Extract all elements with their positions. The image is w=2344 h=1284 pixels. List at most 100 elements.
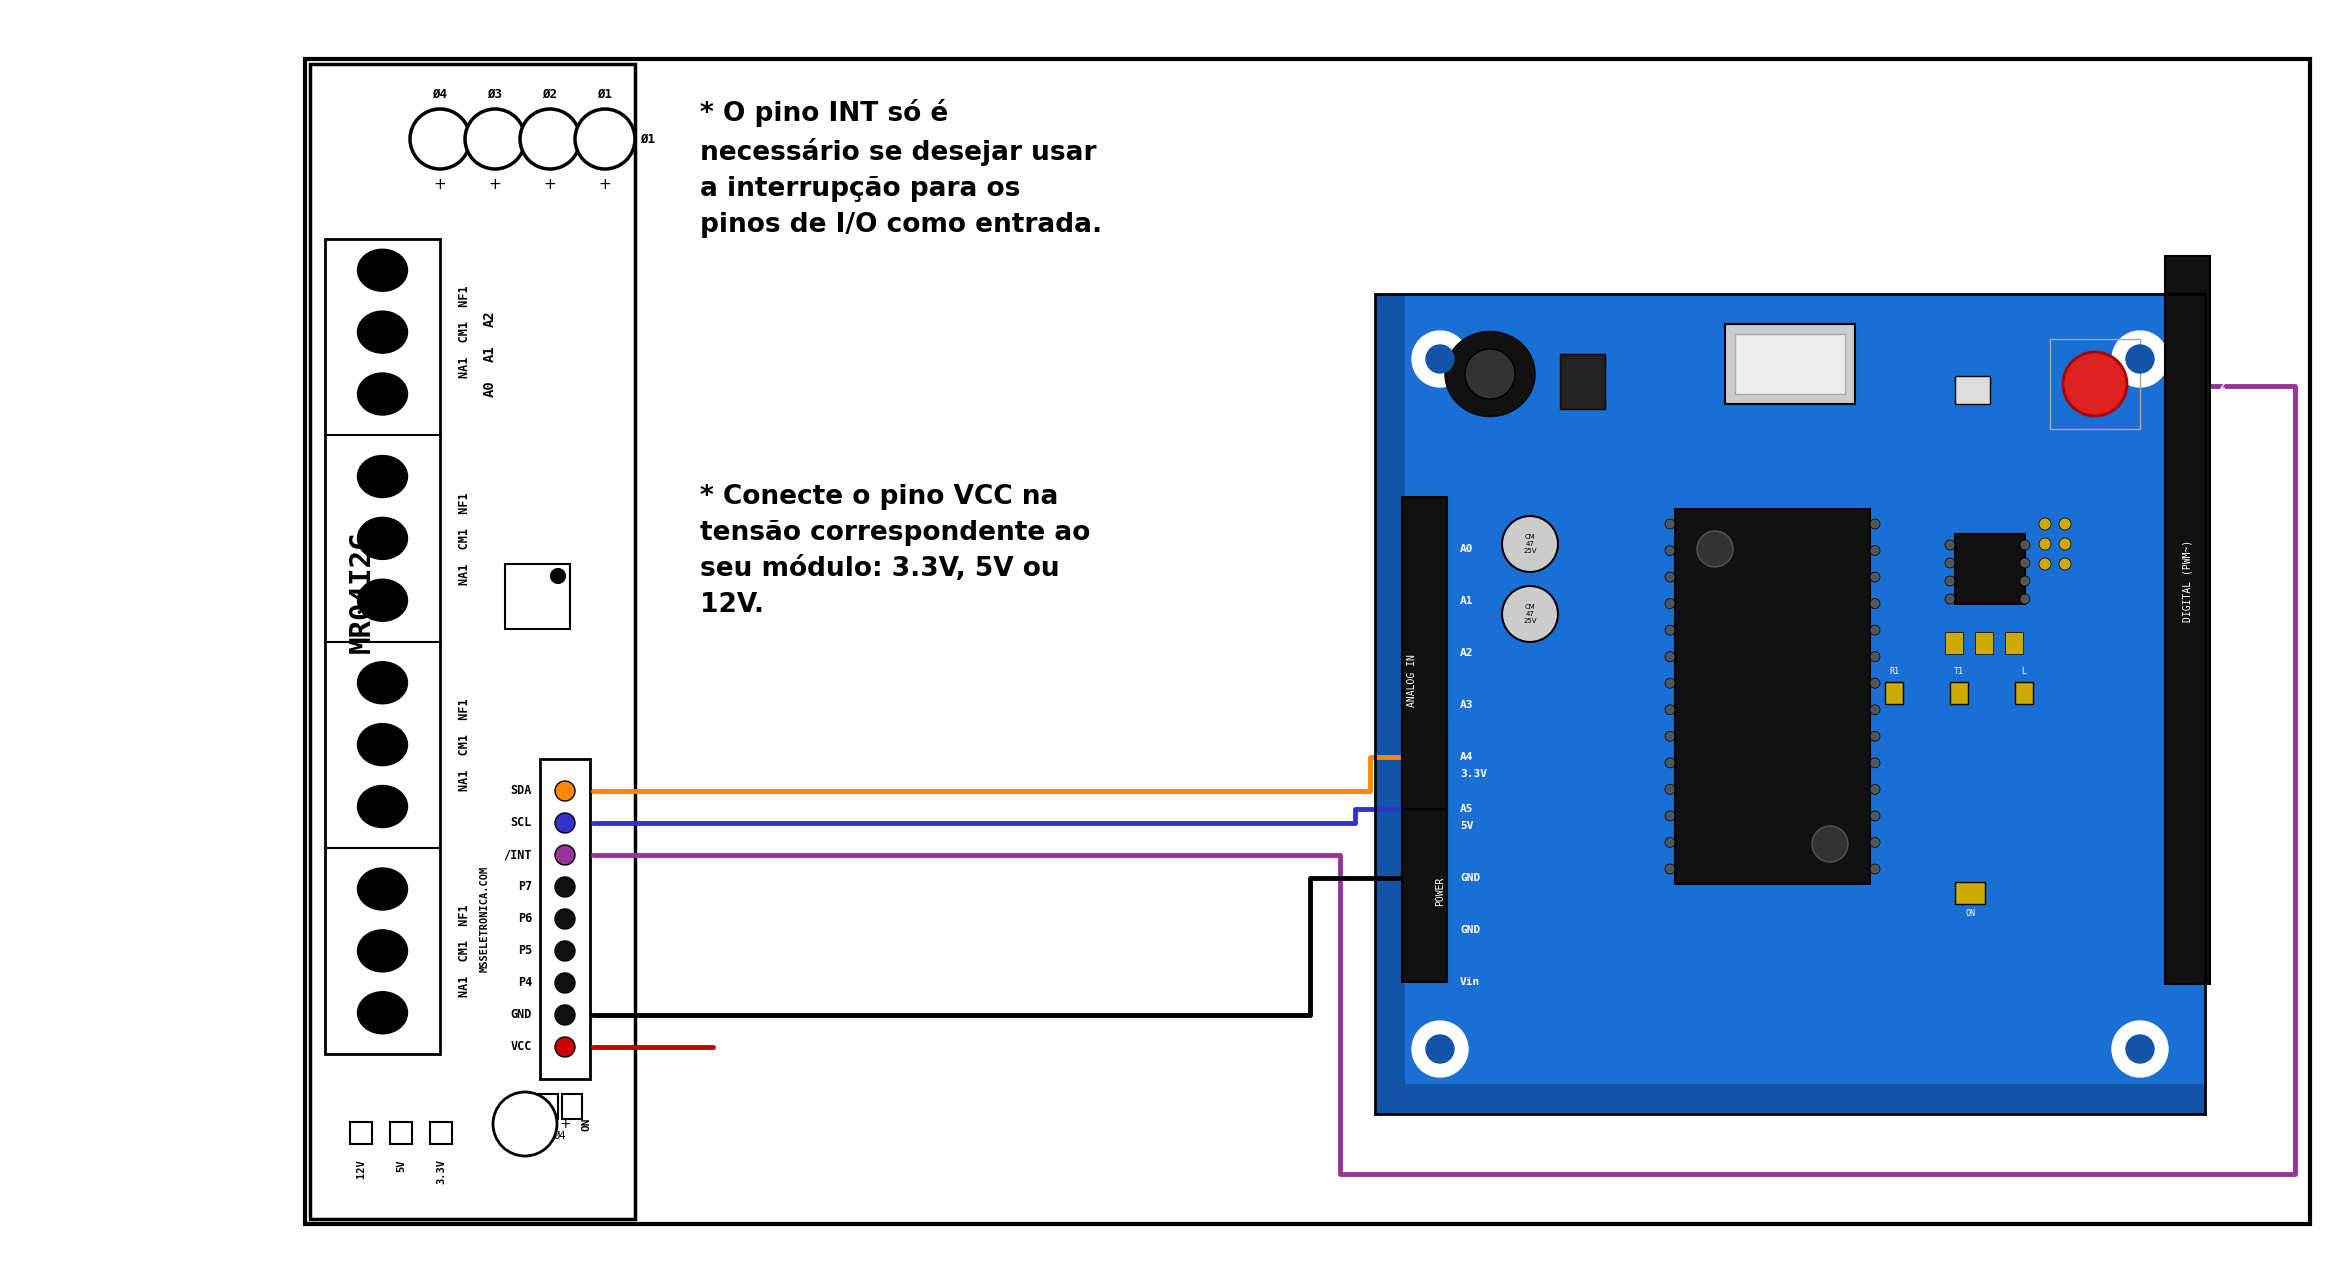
Text: ON: ON (581, 1117, 593, 1131)
Circle shape (556, 1037, 574, 1057)
Text: A0: A0 (483, 380, 497, 397)
Circle shape (1664, 864, 1676, 874)
Bar (1404, 1084, 2206, 1115)
Bar (539, 1094, 558, 1118)
Text: Vin: Vin (1460, 977, 1481, 987)
Circle shape (551, 569, 565, 583)
Circle shape (1664, 625, 1676, 636)
Circle shape (1871, 625, 1880, 636)
Circle shape (1946, 541, 1955, 550)
Circle shape (2021, 594, 2030, 603)
Circle shape (1871, 837, 1880, 847)
Circle shape (1503, 516, 1559, 571)
Ellipse shape (359, 517, 408, 560)
Text: GND: GND (1460, 924, 1481, 935)
Circle shape (2112, 331, 2168, 386)
Text: A4: A4 (1460, 752, 1474, 761)
Circle shape (1946, 577, 1955, 586)
Text: ~3: ~3 (2220, 433, 2231, 443)
Text: +: + (488, 177, 502, 193)
Bar (1955, 534, 2025, 603)
Bar (1950, 682, 1969, 704)
Text: 4: 4 (2220, 485, 2227, 496)
Circle shape (410, 109, 471, 169)
Bar (2166, 256, 2210, 984)
Text: A0: A0 (1460, 544, 1474, 553)
Text: CM
47
25V: CM 47 25V (1524, 534, 1538, 553)
Circle shape (464, 109, 525, 169)
Text: 3.3V: 3.3V (436, 1159, 445, 1184)
Circle shape (1425, 345, 1453, 372)
Circle shape (1664, 519, 1676, 529)
Text: 2: 2 (2220, 381, 2227, 392)
Text: Ø4: Ø4 (553, 1131, 567, 1141)
Bar (326, 239, 441, 1054)
Circle shape (1425, 1035, 1453, 1063)
Circle shape (556, 877, 574, 898)
Circle shape (1664, 546, 1676, 556)
Ellipse shape (359, 930, 408, 972)
Text: R1: R1 (1889, 666, 1899, 675)
Circle shape (1946, 559, 1955, 568)
Text: Ø4: Ø4 (434, 89, 448, 101)
Bar (1376, 294, 2206, 1115)
Circle shape (2021, 559, 2030, 568)
Circle shape (1664, 732, 1676, 741)
Text: NA1  CM1  NF1: NA1 CM1 NF1 (459, 698, 471, 791)
Bar (1402, 722, 1446, 982)
Circle shape (2039, 517, 2051, 530)
Text: ON: ON (1964, 909, 1976, 918)
Circle shape (1664, 573, 1676, 582)
Text: * O pino INT só é
necessário se desejar usar
a interrupção para os
pinos de I/O : * O pino INT só é necessário se desejar … (701, 99, 1102, 238)
Bar (349, 1122, 373, 1144)
Circle shape (556, 941, 574, 960)
Circle shape (1871, 678, 1880, 688)
Text: +: + (598, 177, 612, 193)
Text: A1: A1 (483, 345, 497, 362)
Circle shape (1871, 785, 1880, 795)
Circle shape (1664, 598, 1676, 609)
Text: A2: A2 (1460, 648, 1474, 657)
Text: POWER: POWER (1435, 877, 1444, 907)
Circle shape (1871, 864, 1880, 874)
Ellipse shape (1728, 553, 1763, 624)
Bar (1955, 882, 1985, 904)
Ellipse shape (1444, 331, 1535, 416)
Circle shape (1871, 811, 1880, 820)
Text: GND: GND (511, 1008, 532, 1022)
Text: Ø1: Ø1 (598, 89, 612, 101)
Circle shape (2126, 345, 2154, 372)
Text: 5V: 5V (1460, 820, 1474, 831)
Circle shape (1411, 1021, 1467, 1077)
Text: 13: 13 (2220, 953, 2231, 963)
Circle shape (2039, 538, 2051, 550)
Text: 3.3V: 3.3V (1460, 769, 1486, 779)
Circle shape (2058, 559, 2072, 570)
Text: P4: P4 (518, 977, 532, 990)
Circle shape (1871, 519, 1880, 529)
Circle shape (1664, 652, 1676, 661)
Text: 5V: 5V (396, 1159, 406, 1171)
Text: 7: 7 (2220, 641, 2227, 651)
Text: CM
47
25V: CM 47 25V (1524, 603, 1538, 624)
Text: +: + (560, 1117, 572, 1131)
Bar (1376, 294, 1404, 1115)
Circle shape (2063, 352, 2126, 416)
Bar (1885, 682, 1903, 704)
Bar (389, 1122, 413, 1144)
Text: A5: A5 (1460, 804, 1474, 814)
Text: SCL: SCL (511, 817, 532, 829)
Circle shape (1664, 811, 1676, 820)
Bar (1676, 508, 1871, 883)
Circle shape (2058, 538, 2072, 550)
Text: ~10: ~10 (2220, 797, 2239, 808)
Text: MSSELETRONICA.COM: MSSELETRONICA.COM (481, 865, 490, 972)
Text: +: + (434, 177, 445, 193)
Text: /INT: /INT (504, 849, 532, 862)
Circle shape (574, 109, 635, 169)
Text: L: L (2021, 666, 2028, 675)
Circle shape (2058, 517, 2072, 530)
Circle shape (1664, 785, 1676, 795)
Circle shape (1871, 732, 1880, 741)
Text: 12: 12 (2220, 901, 2231, 912)
